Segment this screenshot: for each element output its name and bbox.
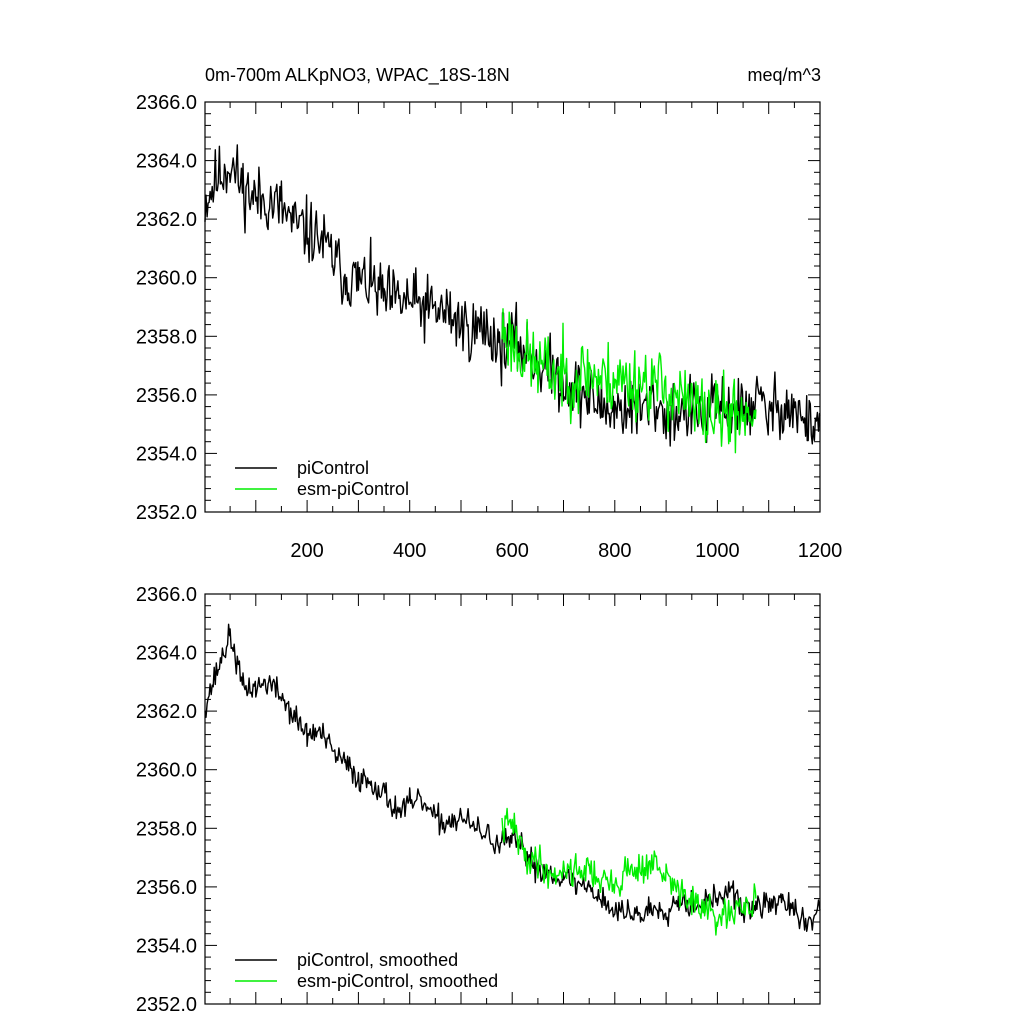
legend-label: piControl, smoothed xyxy=(297,950,458,970)
x-tick-label: 800 xyxy=(598,540,631,562)
legend-label: esm-piControl xyxy=(297,479,409,499)
y-axis: 2352.0 2354.0 2356.0 2358.0 2360.0 2362.0 2364… xyxy=(136,92,820,524)
y-tick-label: 2360.0 xyxy=(136,268,197,290)
x-tick-label: 400 xyxy=(393,540,426,562)
y-tick-label: 2366.0 xyxy=(136,92,197,114)
y-tick-label: 2356.0 xyxy=(136,385,197,407)
y-tick-label: 2358.0 xyxy=(136,326,197,348)
legend-label: esm-piControl, smoothed xyxy=(297,971,498,991)
x-tick-label: 1000 xyxy=(695,540,740,562)
chart-title: 0m-700m ALKpNO3, WPAC_18S-18N xyxy=(205,65,510,86)
series-lines xyxy=(204,623,821,936)
x-axis: 200 400 600 800 1000 1200 xyxy=(229,102,843,562)
x-axis xyxy=(229,594,821,1004)
y-tick-label: 2356.0 xyxy=(136,877,197,899)
legend-label: piControl xyxy=(297,458,369,478)
units-label: meq/m^3 xyxy=(748,65,821,85)
top-panel: 2352.0 2354.0 2356.0 2358.0 2360.0 2362.0 2364… xyxy=(136,92,842,562)
y-tick-label: 2352.0 xyxy=(136,502,197,524)
y-tick-label: 2364.0 xyxy=(136,151,197,173)
bottom-panel: 2352.0 2354.0 2356.0 2358.0 2360.0 2362.0 2364… xyxy=(136,584,821,1016)
y-tick-label: 2354.0 xyxy=(136,935,197,957)
y-tick-label: 2360.0 xyxy=(136,760,197,782)
y-tick-label: 2364.0 xyxy=(136,643,197,665)
y-tick-label: 2358.0 xyxy=(136,818,197,840)
y-tick-label: 2352.0 xyxy=(136,994,197,1016)
x-tick-label: 200 xyxy=(290,540,323,562)
y-tick-label: 2362.0 xyxy=(136,701,197,723)
series-lines xyxy=(204,144,821,454)
x-tick-label: 1200 xyxy=(798,540,843,562)
series-line-picontrol-smoothed xyxy=(204,623,821,932)
y-axis: 2352.0 2354.0 2356.0 2358.0 2360.0 2362.0 2364… xyxy=(136,584,820,1016)
series-line-esm-picontrol-smoothed xyxy=(501,807,757,936)
y-tick-label: 2354.0 xyxy=(136,443,197,465)
y-tick-label: 2366.0 xyxy=(136,584,197,606)
series-line-esm-picontrol xyxy=(501,308,757,454)
x-tick-label: 600 xyxy=(496,540,529,562)
y-tick-label: 2362.0 xyxy=(136,209,197,231)
